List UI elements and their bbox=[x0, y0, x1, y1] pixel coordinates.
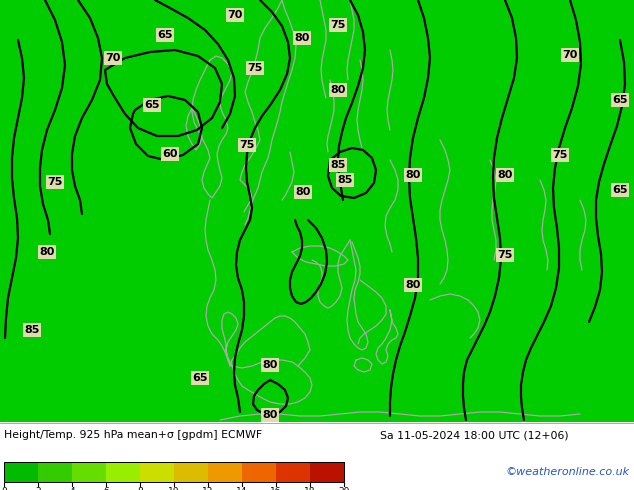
Text: ©weatheronline.co.uk: ©weatheronline.co.uk bbox=[506, 467, 630, 477]
Text: 65: 65 bbox=[145, 100, 160, 110]
Text: 80: 80 bbox=[294, 33, 309, 43]
Text: 80: 80 bbox=[39, 247, 55, 257]
Text: 80: 80 bbox=[262, 410, 278, 420]
Text: 80: 80 bbox=[262, 360, 278, 370]
Text: 85: 85 bbox=[330, 160, 346, 170]
Text: 10: 10 bbox=[168, 487, 180, 490]
Text: 16: 16 bbox=[270, 487, 281, 490]
Text: 80: 80 bbox=[405, 280, 421, 290]
Text: 80: 80 bbox=[497, 170, 513, 180]
Text: 70: 70 bbox=[105, 53, 120, 63]
Text: 75: 75 bbox=[239, 140, 255, 150]
Text: Sa 11-05-2024 18:00 UTC (12+06): Sa 11-05-2024 18:00 UTC (12+06) bbox=[380, 430, 569, 440]
Bar bbox=[4, 462, 39, 482]
Bar bbox=[208, 462, 242, 482]
Text: 60: 60 bbox=[162, 149, 178, 159]
Text: 65: 65 bbox=[612, 185, 628, 195]
Text: 4: 4 bbox=[69, 487, 75, 490]
Bar bbox=[106, 462, 141, 482]
Text: 2: 2 bbox=[36, 487, 41, 490]
Text: 65: 65 bbox=[157, 30, 172, 40]
Text: 70: 70 bbox=[228, 10, 243, 20]
Text: 75: 75 bbox=[552, 150, 567, 160]
Bar bbox=[72, 462, 107, 482]
Text: 65: 65 bbox=[612, 95, 628, 105]
Text: 75: 75 bbox=[330, 20, 346, 30]
Bar bbox=[4, 462, 344, 482]
Text: 18: 18 bbox=[304, 487, 316, 490]
Text: 75: 75 bbox=[247, 63, 262, 73]
Text: 14: 14 bbox=[236, 487, 248, 490]
Text: 80: 80 bbox=[330, 85, 346, 95]
Bar bbox=[38, 462, 72, 482]
Text: 8: 8 bbox=[137, 487, 143, 490]
Text: Height/Temp. 925 hPa mean+σ [gpdm] ECMWF: Height/Temp. 925 hPa mean+σ [gpdm] ECMWF bbox=[4, 430, 262, 440]
Text: 80: 80 bbox=[405, 170, 421, 180]
Bar bbox=[242, 462, 276, 482]
Text: 0: 0 bbox=[1, 487, 7, 490]
Text: 12: 12 bbox=[202, 487, 214, 490]
Text: 85: 85 bbox=[337, 175, 353, 185]
Text: 65: 65 bbox=[192, 373, 208, 383]
Text: 6: 6 bbox=[103, 487, 109, 490]
Bar bbox=[276, 462, 311, 482]
Bar bbox=[310, 462, 344, 482]
Text: 75: 75 bbox=[497, 250, 513, 260]
Text: 20: 20 bbox=[339, 487, 350, 490]
Bar bbox=[174, 462, 209, 482]
Text: 70: 70 bbox=[562, 50, 578, 60]
Text: 80: 80 bbox=[295, 187, 311, 197]
Bar bbox=[140, 462, 174, 482]
Text: 85: 85 bbox=[24, 325, 40, 335]
Text: 75: 75 bbox=[48, 177, 63, 187]
